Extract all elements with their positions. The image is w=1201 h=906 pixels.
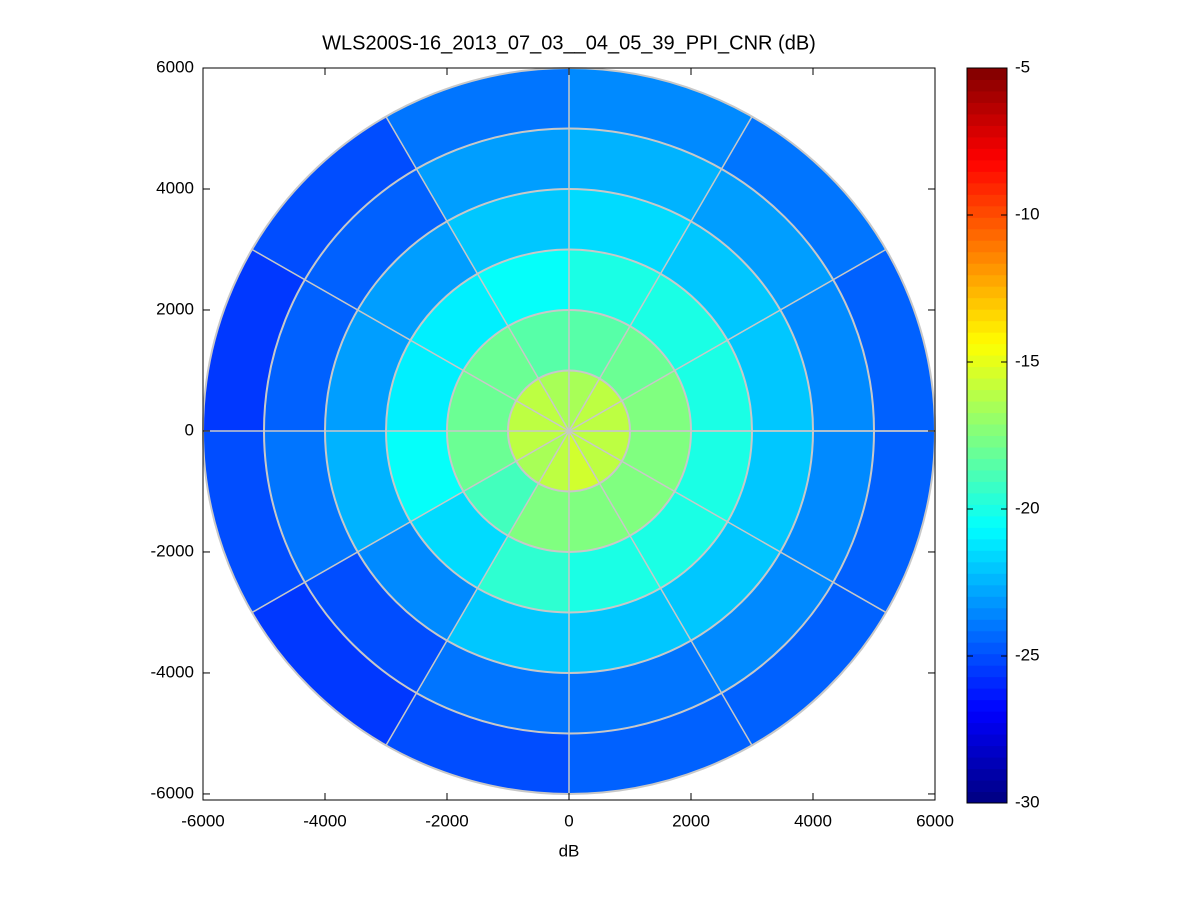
- y-tick-label: 6000: [156, 57, 194, 76]
- colorbar-swatch: [967, 263, 1007, 276]
- colorbar-swatch: [967, 90, 1007, 103]
- colorbar-swatch: [967, 584, 1007, 597]
- colorbar-swatch: [967, 515, 1007, 528]
- colorbar-swatch: [967, 768, 1007, 781]
- colorbar-swatch: [967, 676, 1007, 689]
- colorbar-swatch: [967, 642, 1007, 655]
- y-tick-label: -2000: [151, 541, 194, 560]
- colorbar-swatch: [967, 113, 1007, 126]
- colorbar-swatch: [967, 136, 1007, 149]
- y-tick-label: 0: [185, 420, 194, 439]
- colorbar-swatch: [967, 79, 1007, 92]
- colorbar-swatch: [967, 424, 1007, 436]
- colorbar-swatch: [967, 332, 1007, 345]
- colorbar-swatch: [967, 446, 1007, 459]
- azimuth-spoke: [251, 430, 570, 614]
- colorbar-swatch: [967, 194, 1007, 207]
- colorbar-frame: [966, 67, 1008, 804]
- colorbar-swatch: [967, 240, 1007, 253]
- colorbar-swatch: [967, 653, 1007, 666]
- colorbar-swatch: [967, 217, 1007, 230]
- colorbar-swatch: [967, 665, 1007, 678]
- colorbar-swatch: [967, 389, 1007, 402]
- colorbar-swatch: [967, 159, 1007, 172]
- colorbar-swatch: [967, 561, 1007, 574]
- x-axis-label: dB: [559, 841, 580, 860]
- x-tick-label: 2000: [672, 811, 710, 830]
- colorbar-swatch: [967, 309, 1007, 322]
- colorbar-swatch: [967, 711, 1007, 724]
- x-tick-label: -2000: [425, 811, 468, 830]
- azimuth-spoke: [251, 248, 570, 432]
- azimuth-spoke: [568, 430, 887, 614]
- colorbar-tick-label: -20: [1015, 498, 1040, 517]
- colorbar-swatch: [967, 125, 1007, 138]
- colorbar-swatch: [967, 435, 1007, 448]
- colorbar-swatch: [967, 286, 1007, 299]
- colorbar-swatch: [967, 527, 1007, 540]
- x-tick-label: 0: [564, 811, 573, 830]
- colorbar-swatch: [967, 401, 1007, 414]
- colorbar-swatch: [967, 699, 1007, 712]
- colorbar-swatch: [967, 780, 1007, 793]
- azimuth-spoke: [568, 116, 753, 432]
- colorbar-swatch: [967, 734, 1007, 747]
- colorbar-swatch: [967, 722, 1007, 735]
- colorbar-swatch: [967, 251, 1007, 264]
- colorbar-swatch: [967, 619, 1007, 632]
- colorbar-swatch: [967, 481, 1007, 494]
- y-tick-label: 4000: [156, 178, 194, 197]
- azimuth-spoke: [568, 248, 887, 432]
- colorbar-tick-label: -25: [1015, 645, 1040, 664]
- colorbar-tick-label: -10: [1015, 204, 1040, 223]
- y-tick-label: -6000: [151, 783, 194, 802]
- y-tick-label: 2000: [156, 299, 194, 318]
- colorbar-swatch: [967, 355, 1007, 368]
- colorbar-swatch: [967, 343, 1007, 356]
- x-tick-label: -6000: [181, 811, 224, 830]
- colorbar-swatch: [967, 274, 1007, 287]
- colorbar-swatch: [967, 688, 1007, 701]
- colorbar-swatch: [967, 504, 1007, 517]
- x-tick-label: 4000: [794, 811, 832, 830]
- colorbar-swatch: [967, 412, 1007, 425]
- colorbar-swatch: [967, 182, 1007, 195]
- colorbar-swatch: [967, 757, 1007, 770]
- colorbar-tick-label: -15: [1015, 351, 1040, 370]
- colorbar-tick-label: -30: [1015, 792, 1040, 811]
- colorbar-swatch: [967, 630, 1007, 643]
- y-tick-label: -4000: [151, 662, 194, 681]
- colorbar-swatch: [967, 102, 1007, 115]
- colorbar-swatch: [967, 378, 1007, 391]
- colorbar-swatch: [967, 458, 1007, 471]
- azimuth-spoke: [385, 430, 570, 746]
- colorbar-swatch: [967, 366, 1007, 379]
- colorbar-swatch: [967, 205, 1007, 218]
- colorbar-swatch: [967, 171, 1007, 184]
- chart-title: WLS200S-16_2013_07_03__04_05_39_PPI_CNR …: [322, 32, 816, 54]
- x-tick-label: 6000: [916, 811, 954, 830]
- colorbar-swatch: [967, 492, 1007, 505]
- colorbar-swatch: [967, 550, 1007, 563]
- x-tick-label: -4000: [303, 811, 346, 830]
- colorbar-swatch: [967, 596, 1007, 609]
- colorbar-tick-label: -5: [1015, 57, 1030, 76]
- colorbar-swatch: [967, 538, 1007, 551]
- colorbar-swatch: [967, 469, 1007, 482]
- colorbar-swatch: [967, 297, 1007, 310]
- colorbar-swatch: [967, 148, 1007, 161]
- colorbar-swatch: [967, 607, 1007, 620]
- colorbar-swatch: [967, 320, 1007, 333]
- colorbar-swatch: [967, 68, 1007, 80]
- colorbar-swatch: [967, 745, 1007, 758]
- colorbar-swatch: [967, 573, 1007, 586]
- colorbar-swatch: [967, 791, 1007, 804]
- colorbar-swatch: [967, 228, 1007, 241]
- azimuth-spoke: [568, 430, 753, 746]
- azimuth-spoke: [385, 116, 570, 432]
